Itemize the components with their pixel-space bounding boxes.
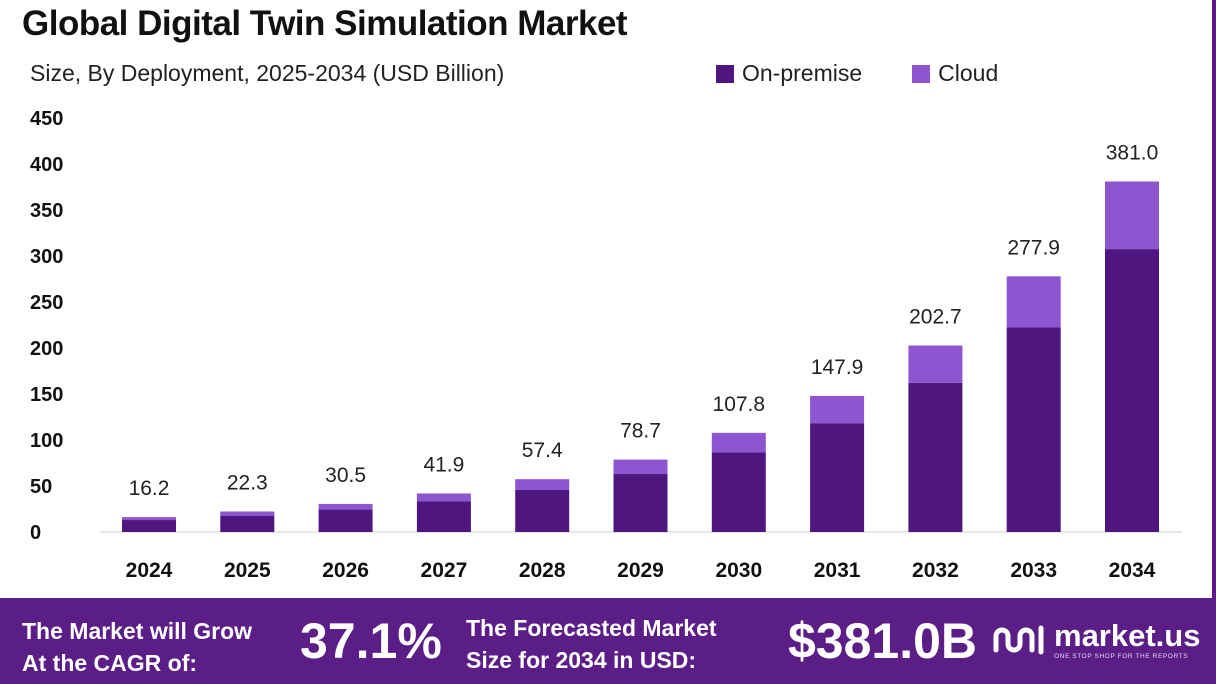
data-label-2033: 277.9 [1007,236,1060,259]
y-tick-label-0: 0 [30,522,41,544]
x-tick-label-2025: 2025 [224,559,271,582]
bar-on-premise-2032 [908,382,963,532]
x-tick-label-2029: 2029 [617,559,664,582]
y-tick-label-450: 450 [30,108,63,130]
legend-item-cloud: Cloud [912,60,998,87]
data-label-2031: 147.9 [811,356,864,379]
bar-on-premise-2031 [810,423,865,532]
data-label-2028: 57.4 [522,439,563,462]
x-tick-label-2033: 2033 [1010,559,1057,582]
y-tick-label-250: 250 [30,292,63,314]
legend-label-cloud: Cloud [938,60,999,86]
legend-item-on-premise: On-premise [716,60,862,87]
y-tick-label-150: 150 [30,384,63,406]
y-tick-label-50: 50 [30,476,52,498]
y-tick-label-300: 300 [30,246,63,268]
chart-subtitle: Size, By Deployment, 2025-2034 (USD Bill… [30,60,505,86]
brand-tagline: ONE STOP SHOP FOR THE REPORTS [1054,652,1189,660]
bar-on-premise-2026 [318,509,373,532]
bar-on-premise-2027 [416,501,471,532]
bar-cloud-2032 [908,345,963,383]
x-tick-label-2027: 2027 [421,559,468,582]
data-label-2032: 202.7 [909,306,962,329]
bar-cloud-2029 [613,459,668,475]
bar-cloud-2027 [416,493,471,502]
stacked-bar-chart: 0 50 100 150 200 250 300 350 400 450 16.2 2024 22.3 2… [30,108,1182,582]
bar-cloud-2030 [711,432,766,453]
legend-swatch-on-premise [716,64,734,83]
forecast-label: The Forecasted Market Size for 2034 in U… [466,615,717,673]
x-tick-label-2024: 2024 [126,559,173,582]
bar-on-premise-2025 [220,515,275,532]
brand-name: market.us [1054,617,1201,653]
data-label-2026: 30.5 [325,464,366,487]
bar-cloud-2031 [810,395,865,424]
data-label-2025: 22.3 [227,471,268,494]
data-label-2029: 78.7 [620,420,661,443]
brand-logo[interactable]: market.us ONE STOP SHOP FOR THE REPORTS [992,620,1200,660]
y-tick-label-200: 200 [30,338,63,360]
data-label-2034: 381.0 [1106,141,1159,164]
x-tick-label-2031: 2031 [814,559,861,582]
data-label-2030: 107.8 [713,393,766,416]
legend-label-on-premise: On-premise [742,60,863,86]
x-tick-label-2030: 2030 [715,559,762,582]
legend: On-premise Cloud [716,60,998,87]
y-tick-label-100: 100 [30,430,63,452]
bar-on-premise-2033 [1006,327,1061,532]
data-label-2027: 41.9 [423,453,464,476]
forecast-value: $381.0B [788,613,978,669]
bar-cloud-2028 [515,479,570,490]
bar-on-premise-2029 [613,474,668,532]
x-tick-label-2034: 2034 [1109,559,1156,582]
x-tick-label-2026: 2026 [322,559,369,582]
chart-frame [1212,0,1216,598]
legend-swatch-cloud [912,64,931,83]
bar-on-premise-2030 [711,452,766,532]
bar-on-premise-2034 [1105,249,1159,532]
x-tick-label-2032: 2032 [912,559,959,582]
bar-cloud-2026 [318,503,373,510]
footer-banner: The Market will Grow At the CAGR of: 37.… [0,598,1216,684]
bar-cloud-2025 [220,511,275,516]
x-tick-label-2028: 2028 [519,559,566,582]
chart-title: Global Digital Twin Simulation Market [22,4,628,43]
cagr-value: 37.1% [300,613,442,669]
bar-on-premise-2028 [515,489,570,532]
y-tick-label-350: 350 [30,200,63,222]
cagr-label: The Market will Grow At the CAGR of: [22,618,253,676]
bar-cloud-2024 [122,517,176,521]
bar-cloud-2034 [1105,181,1159,250]
bar-cloud-2033 [1006,276,1061,328]
market-us-logo-icon [993,625,1044,655]
y-tick-label-400: 400 [30,154,63,176]
bar-on-premise-2024 [122,520,176,532]
data-label-2024: 16.2 [129,477,170,500]
